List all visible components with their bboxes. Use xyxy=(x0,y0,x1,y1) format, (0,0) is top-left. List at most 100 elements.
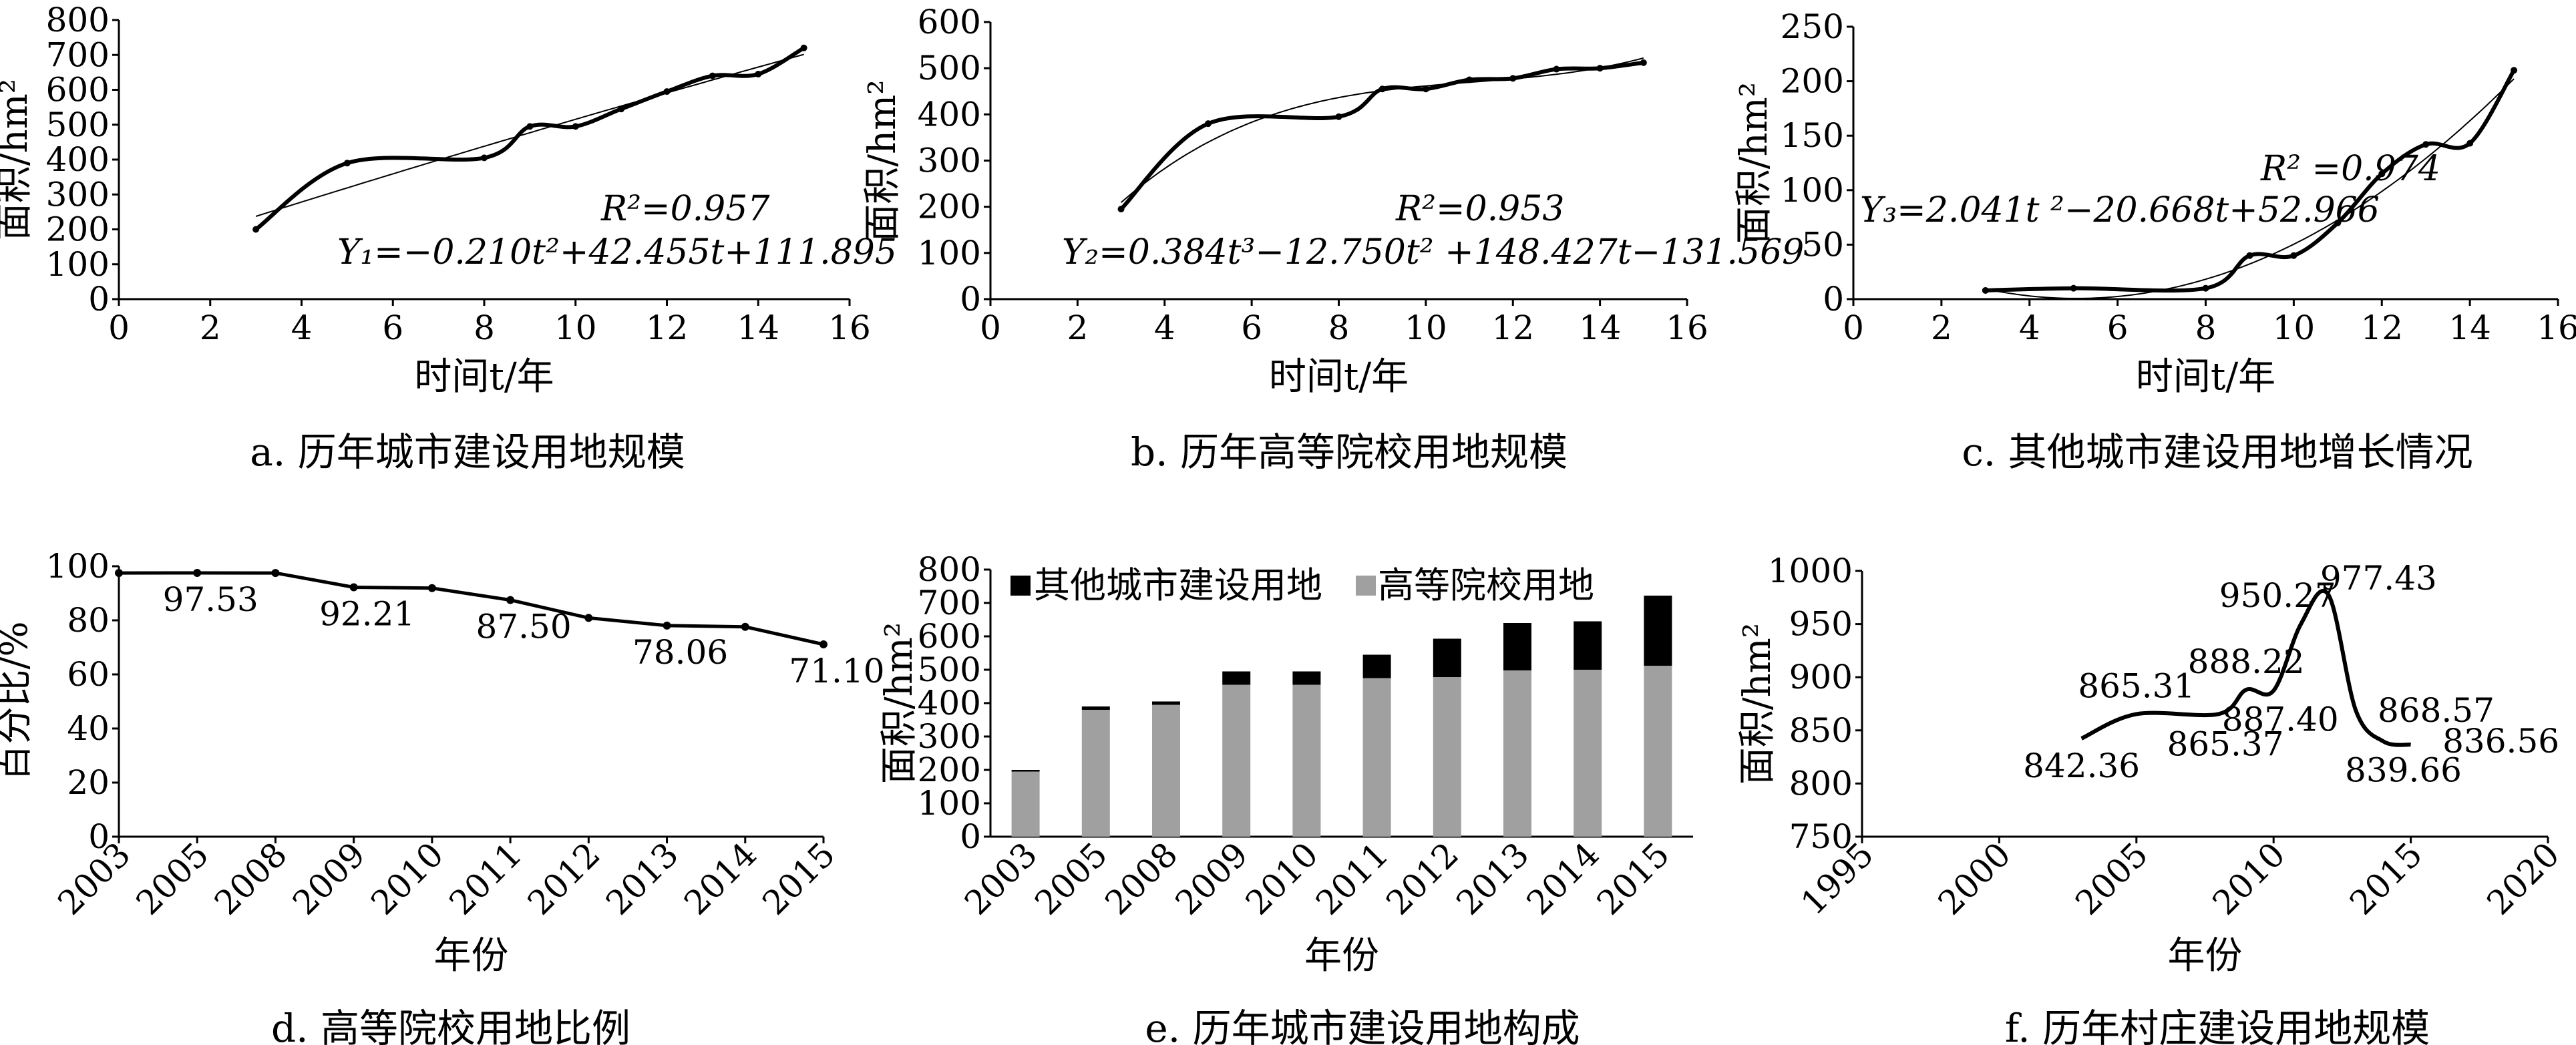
data-point xyxy=(343,160,351,167)
data-point xyxy=(252,226,260,233)
x-tick-label: 4 xyxy=(291,308,313,347)
bar-other xyxy=(1433,638,1461,677)
x-tick-label: 12 xyxy=(646,308,689,347)
data-point xyxy=(481,154,488,162)
y-tick-label: 300 xyxy=(46,175,110,214)
x-tick-label: 0 xyxy=(108,308,130,347)
legend-swatch-university xyxy=(1356,576,1376,596)
x-tick-label: 2005 xyxy=(129,835,216,922)
y-axis-label: 面积/hm² xyxy=(0,79,36,240)
bar-other xyxy=(1152,701,1180,705)
equation-label: Y₂=0.384t³−12.750t² +148.427t−131.569 xyxy=(1062,232,1804,272)
y-tick-label: 200 xyxy=(918,751,981,789)
data-point xyxy=(709,72,716,79)
y-tick-label: 100 xyxy=(1781,171,1844,210)
y-tick-label: 800 xyxy=(1789,764,1853,803)
y-axis-label: 面积/hm² xyxy=(861,79,904,241)
y-tick-label: 600 xyxy=(918,3,981,41)
data-label: 950.27 xyxy=(2219,576,2336,615)
series-line xyxy=(2080,588,2411,747)
chart-panel-e: 年份 面积/hm² e. 历年城市建设用地构成 0100200300400500600… xyxy=(878,550,1693,1045)
y-tick-label: 800 xyxy=(918,550,981,589)
y-axis-label: 面积/hm² xyxy=(1732,82,1776,244)
bar-university xyxy=(1081,710,1110,837)
chart-panel-f: 年份 面积/hm² f. 历年村庄建设用地规模 750 800 850 900 950 1000… xyxy=(1736,552,2567,1045)
y-tick-label: 600 xyxy=(918,617,981,656)
data-point xyxy=(2246,252,2253,259)
data-point xyxy=(663,621,671,630)
y-tick-label: 700 xyxy=(918,584,981,622)
data-label: 71.10 xyxy=(789,652,884,690)
series-line xyxy=(1119,60,1644,211)
data-label: 97.53 xyxy=(163,580,258,619)
x-axis-label: 年份 xyxy=(1304,934,1379,978)
data-point xyxy=(271,569,280,578)
x-tick-label: 4 xyxy=(2019,308,2040,347)
y-tick-label: 60 xyxy=(67,655,110,694)
x-tick-label: 10 xyxy=(2273,308,2316,347)
x-axis-label: 时间t/年 xyxy=(414,355,554,399)
y-tick-label: 200 xyxy=(918,188,981,226)
y-tick-label: 1000 xyxy=(1768,552,1853,590)
data-label: 865.31 xyxy=(2078,666,2195,705)
x-tick-label: 2012 xyxy=(520,835,608,922)
data-point xyxy=(572,123,579,130)
bar-university xyxy=(1222,684,1251,837)
y-tick-label: 400 xyxy=(46,140,110,179)
bar-university xyxy=(1433,677,1461,837)
panel-caption: c. 其他城市建设用地增长情况 xyxy=(1962,429,2472,475)
y-tick-label: 600 xyxy=(46,71,110,110)
legend-swatch-other xyxy=(1010,576,1031,596)
x-axis-label: 年份 xyxy=(434,934,509,978)
data-point xyxy=(506,596,515,604)
x-tick-label: 6 xyxy=(2107,308,2129,347)
x-tick-label: 16 xyxy=(828,308,871,347)
x-axis-label: 年份 xyxy=(2168,934,2243,978)
data-point xyxy=(2290,252,2297,259)
data-label: 887.40 xyxy=(2222,700,2339,739)
data-point xyxy=(193,569,202,578)
data-label: 836.56 xyxy=(2442,722,2559,761)
y-tick-label: 100 xyxy=(918,234,981,272)
bar-other xyxy=(1011,770,1040,772)
data-point xyxy=(1982,286,1989,294)
data-label: 839.66 xyxy=(2345,751,2462,789)
y-tick-label: 950 xyxy=(1789,605,1853,644)
bar-university xyxy=(1503,670,1531,837)
y-tick-label: 250 xyxy=(1781,7,1844,46)
x-tick-label: 2013 xyxy=(1449,835,1536,922)
data-point xyxy=(1335,113,1342,120)
data-point xyxy=(800,44,807,51)
data-label: 977.43 xyxy=(2320,559,2437,598)
x-tick-label: 2010 xyxy=(1238,835,1326,922)
x-axis-label: 时间t/年 xyxy=(1269,355,1409,399)
panel-caption: a. 历年城市建设用地规模 xyxy=(250,429,685,475)
bar-university xyxy=(1644,666,1672,837)
x-tick-label: 10 xyxy=(1405,308,1447,347)
x-tick-label: 8 xyxy=(474,308,495,347)
data-label: 92.21 xyxy=(319,595,415,634)
x-tick-label: 2012 xyxy=(1378,835,1466,922)
y-tick-label: 0 xyxy=(1823,280,1844,319)
y-tick-label: 0 xyxy=(88,280,110,319)
x-tick-label: 12 xyxy=(2360,308,2403,347)
y-tick-label: 80 xyxy=(67,601,110,640)
x-tick-label: 6 xyxy=(382,308,403,347)
equation-label: Y₃=2.041t ²−20.668t+52.966 xyxy=(1860,190,2380,230)
x-tick-label: 4 xyxy=(1154,308,1175,347)
data-point xyxy=(349,583,358,592)
bar-other xyxy=(1292,671,1321,685)
y-tick-label: 100 xyxy=(46,547,110,586)
y-tick-label: 300 xyxy=(918,142,981,180)
fit-curve xyxy=(255,53,804,217)
bar-other xyxy=(1222,671,1251,685)
data-point xyxy=(1466,76,1473,83)
data-point xyxy=(1422,85,1429,93)
series-line xyxy=(1985,69,2516,293)
x-tick-label: 2015 xyxy=(1590,835,1677,922)
x-tick-label: 14 xyxy=(2448,308,2491,347)
